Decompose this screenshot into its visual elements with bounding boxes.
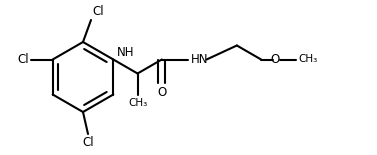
Text: NH: NH xyxy=(117,46,134,58)
Text: Cl: Cl xyxy=(82,136,94,149)
Text: O: O xyxy=(270,53,280,66)
Text: Cl: Cl xyxy=(17,53,29,66)
Text: CH₃: CH₃ xyxy=(299,55,318,64)
Text: Cl: Cl xyxy=(92,5,104,18)
Text: HN: HN xyxy=(191,53,208,66)
Text: O: O xyxy=(157,86,166,99)
Text: CH₃: CH₃ xyxy=(128,97,147,108)
